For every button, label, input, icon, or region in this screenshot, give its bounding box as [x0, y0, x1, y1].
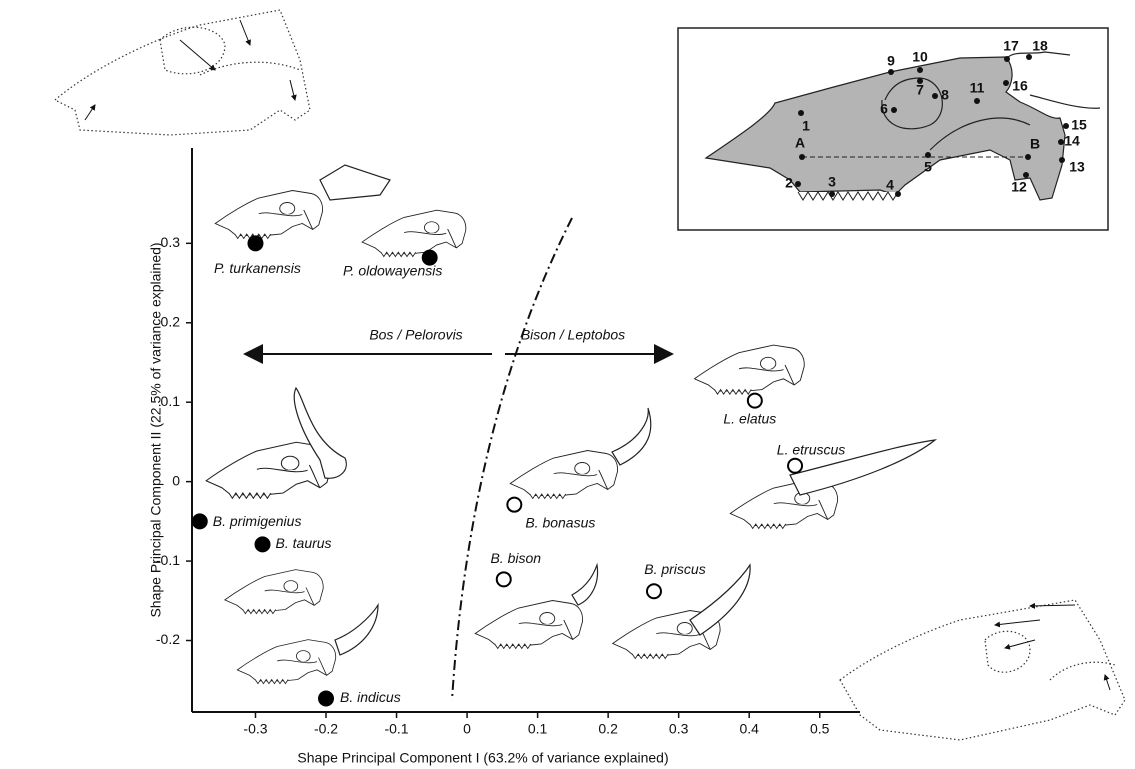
data-point: [256, 537, 270, 551]
point-label: B. taurus: [276, 535, 332, 551]
landmark: [829, 191, 835, 197]
landmark-label: 13: [1069, 159, 1085, 175]
point-label: B. bonasus: [525, 514, 595, 530]
landmark-label: B: [1030, 136, 1040, 152]
landmark: [1059, 157, 1065, 163]
data-point: [319, 691, 333, 705]
x-tick-label: -0.2: [314, 721, 338, 737]
landmark: [888, 69, 894, 75]
landmark: [1063, 123, 1069, 129]
landmark: [1058, 139, 1064, 145]
landmark-label: 8: [941, 87, 949, 103]
landmark-label: 4: [886, 177, 894, 193]
landmark: [799, 154, 805, 160]
skull-illustrations: [206, 165, 935, 684]
landmark-label: 15: [1071, 117, 1087, 133]
landmark-label: 2: [785, 175, 793, 191]
landmark: [925, 152, 931, 158]
landmark-label: A: [795, 135, 805, 151]
landmark-label: 14: [1064, 133, 1080, 149]
landmark: [932, 93, 938, 99]
landmark-label: 12: [1011, 179, 1027, 195]
point-label: P. oldowayensis: [343, 262, 442, 278]
x-axis-label: Shape Principal Component I (63.2% of va…: [297, 750, 668, 766]
data-point: [193, 514, 207, 528]
x-tick-label: 0.2: [598, 721, 618, 737]
annotation: Bison / Leptobos: [521, 327, 625, 343]
landmark: [1023, 172, 1029, 178]
landmark: [1004, 56, 1010, 62]
landmark-label: 1: [802, 118, 810, 134]
point-label: L. etruscus: [777, 441, 845, 457]
landmark-label: 16: [1012, 78, 1028, 94]
y-tick-label: 0: [172, 472, 180, 488]
point-label: B. bison: [490, 550, 541, 566]
landmark-label: 9: [887, 53, 895, 69]
landmark: [1025, 154, 1031, 160]
landmark: [974, 98, 980, 104]
landmark: [1026, 54, 1032, 60]
x-tick-label: 0.3: [669, 721, 689, 737]
x-tick-label: 0: [463, 721, 471, 737]
landmark: [798, 110, 804, 116]
data-point: [748, 394, 762, 408]
point-label: B. priscus: [644, 561, 705, 577]
y-axis-label: Shape Principal Component II (22.5% of v…: [148, 242, 164, 617]
landmark-label: 6: [880, 101, 888, 117]
landmark: [891, 107, 897, 113]
point-label: L. elatus: [723, 410, 776, 426]
landmark: [1003, 80, 1009, 86]
landmark-label: 7: [916, 82, 924, 98]
landmark-label: 10: [912, 49, 928, 65]
landmark: [795, 181, 801, 187]
data-point: [647, 584, 661, 598]
point-label: B. indicus: [340, 689, 401, 705]
y-tick-label: -0.2: [156, 631, 180, 647]
x-tick-label: -0.3: [243, 721, 267, 737]
point-label: B. primigenius: [213, 513, 302, 529]
x-tick-label: 0.5: [810, 721, 830, 737]
landmark-label: 18: [1032, 38, 1048, 54]
figure: -0.3-0.2-0.100.10.20.30.40.5-0.2-0.100.1…: [0, 0, 1135, 769]
annotation: Bos / Pelorovis: [369, 327, 462, 343]
landmark: [895, 191, 901, 197]
landmark-label: 5: [924, 159, 932, 175]
landmark-label: 11: [970, 80, 985, 96]
landmark: [917, 67, 923, 73]
x-tick-label: -0.1: [384, 721, 408, 737]
data-point: [507, 498, 521, 512]
landmark-label: 3: [828, 174, 836, 190]
point-label: P. turkanensis: [214, 260, 301, 276]
landmark-label: 17: [1003, 38, 1019, 54]
data-point: [497, 572, 511, 586]
x-tick-label: 0.1: [528, 721, 548, 737]
x-tick-label: 0.4: [739, 721, 759, 737]
data-point: [248, 236, 262, 250]
data-point: [788, 459, 802, 473]
